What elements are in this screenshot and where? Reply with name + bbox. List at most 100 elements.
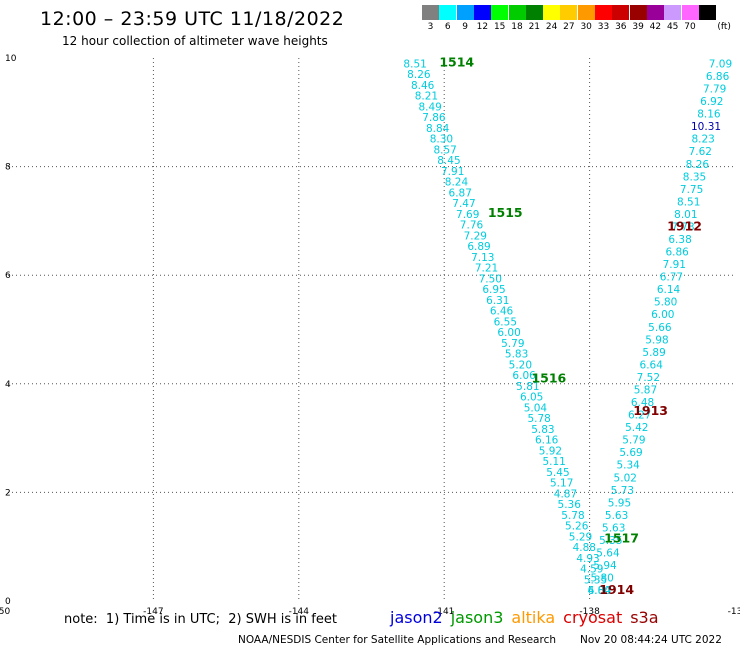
track-a-point: 7.47 xyxy=(452,198,475,210)
track-a-point: 5.78 xyxy=(527,413,550,425)
legend-label: 15 xyxy=(493,22,506,32)
track-a-point: 6.16 xyxy=(535,435,559,447)
track-b-point: 6.77 xyxy=(660,272,683,284)
track-a-point: 6.00 xyxy=(497,327,520,339)
time-label: 1516 xyxy=(531,370,566,385)
track-a-point: 6.87 xyxy=(449,187,472,199)
satellite-s3a: s3a xyxy=(630,608,659,627)
track-a-point: 7.76 xyxy=(460,220,484,232)
legend-label: 27 xyxy=(563,22,575,32)
track-b-point: 8.23 xyxy=(691,134,714,146)
track-b-point: 5.73 xyxy=(611,485,634,497)
legend-swatch xyxy=(473,5,491,20)
track-a-point: 5.45 xyxy=(546,467,569,479)
track-a-point: 5.35 xyxy=(584,574,607,586)
track-b-point: 5.64 xyxy=(596,548,620,560)
track-a-point: 5.26 xyxy=(565,521,589,533)
time-label: 1514 xyxy=(439,54,474,69)
track-b-point: 10.31 xyxy=(691,121,721,133)
track-a-point: 5.20 xyxy=(509,359,532,371)
satellite-jason3: jason3 xyxy=(450,608,504,627)
track-b-point: 6.86 xyxy=(665,247,689,259)
time-label: 1517 xyxy=(604,531,639,546)
track-b-point: 8.51 xyxy=(677,196,700,208)
satellite-legend: jason2 jason3 altika cryosat s3a xyxy=(390,608,667,627)
track-a-point: 7.13 xyxy=(471,252,494,264)
legend-label: 36 xyxy=(615,22,627,32)
legend-swatch xyxy=(681,5,699,20)
track-b-point: 6.27 xyxy=(628,410,651,422)
track-a-point: 4.88 xyxy=(573,542,596,554)
y-tick-label: 8 xyxy=(5,163,11,173)
y-tick-label: 0 xyxy=(5,597,11,607)
track-a-point: 8.51 xyxy=(403,58,426,70)
track-a-point: 7.91 xyxy=(441,166,464,178)
x-tick-label: -13 xyxy=(728,607,740,617)
legend-swatch xyxy=(456,5,474,20)
track-b-point: 8.26 xyxy=(686,159,710,171)
track-a-point: 5.36 xyxy=(558,499,582,511)
legend-label: 9 xyxy=(462,22,468,32)
track-b-point: 7.91 xyxy=(663,259,686,271)
legend-label: 39 xyxy=(632,22,644,32)
track-b-point: 5.94 xyxy=(593,560,617,572)
track-a-point: 8.26 xyxy=(407,69,431,81)
track-b-point: 5.80 xyxy=(590,573,613,585)
legend-label: 12 xyxy=(476,22,489,32)
track-b-point: 5.63 xyxy=(602,522,625,534)
legend-swatch xyxy=(439,5,457,20)
legend-label: 42 xyxy=(649,22,662,32)
track-b-point: 5.02 xyxy=(614,472,637,484)
x-tick-label: -141 xyxy=(434,607,454,617)
track-b-point: 6.92 xyxy=(700,96,723,108)
y-tick-label: 6 xyxy=(5,271,11,281)
generated-timestamp: Nov 20 08:44:24 UTC 2022 xyxy=(580,634,722,646)
track-a-point: 8.24 xyxy=(445,177,469,189)
track-b-point: 7.62 xyxy=(689,146,712,158)
track-b-point: 5.34 xyxy=(616,460,640,472)
track-a-point: 5.04 xyxy=(524,402,548,414)
x-tick-label: -144 xyxy=(289,607,310,617)
track-a-point: 5.83 xyxy=(531,424,554,436)
track-a-point: 7.29 xyxy=(464,230,487,242)
legend-swatch xyxy=(698,5,716,20)
x-tick-label: -138 xyxy=(579,607,600,617)
track-a-point: 5.17 xyxy=(550,478,573,490)
track-b-point: 5.69 xyxy=(619,447,642,459)
legend-unit: (ft) xyxy=(717,22,731,32)
legend-swatch xyxy=(422,5,439,20)
legend-swatch xyxy=(508,5,526,20)
chart-title: 12:00 – 23:59 UTC 11/18/2022 xyxy=(40,8,345,30)
legend-label: 3 xyxy=(427,22,434,32)
track-a-point: 4.84 xyxy=(588,585,612,597)
legend-swatch xyxy=(646,5,664,20)
track-a-point: 7.21 xyxy=(475,263,498,275)
legend-swatch xyxy=(560,5,578,20)
track-a-point: 6.05 xyxy=(520,392,543,404)
track-b-point: 8.35 xyxy=(683,171,706,183)
track-a-point: 8.84 xyxy=(426,123,450,135)
legend-swatch xyxy=(525,5,543,20)
y-tick-label: 4 xyxy=(5,380,11,390)
legend-label: 21 xyxy=(528,22,541,32)
track-b-point: 5.79 xyxy=(622,435,645,447)
track-a-point: 8.46 xyxy=(411,80,435,92)
legend-label: 18 xyxy=(511,22,523,32)
track-a-point: 8.57 xyxy=(433,144,456,156)
track-b-point: 5.80 xyxy=(654,297,677,309)
track-b-point: 6.00 xyxy=(588,585,611,597)
track-a-point: 5.29 xyxy=(569,531,592,543)
track-b-point: 5.95 xyxy=(608,497,631,509)
satellite-altika: altika xyxy=(511,608,556,627)
track-a-point: 8.45 xyxy=(437,155,460,167)
track-a-point: 6.31 xyxy=(486,295,509,307)
track-a-point: 7.50 xyxy=(479,273,502,285)
track-b-point: 7.09 xyxy=(709,58,732,70)
track-a-point: 6.06 xyxy=(512,370,536,382)
legend-swatch xyxy=(664,5,682,20)
legend-label: 24 xyxy=(545,22,558,32)
track-b-point: 5.63 xyxy=(605,510,628,522)
track-b-point: 7.73 xyxy=(671,221,694,233)
track-a-point: 4.59 xyxy=(580,564,603,576)
track-b-point: 6.86 xyxy=(706,71,730,83)
